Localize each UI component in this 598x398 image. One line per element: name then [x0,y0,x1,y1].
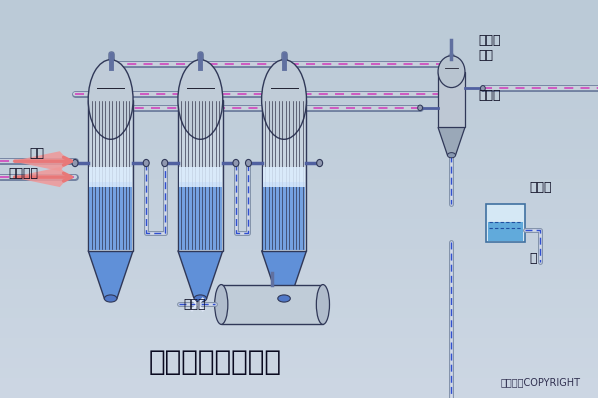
Ellipse shape [89,60,133,139]
Bar [0,10,598,20]
Bar [486,204,525,242]
Text: 集水池: 集水池 [529,181,552,193]
Bar [0,149,598,159]
Text: 加热蒸汽: 加热蒸汽 [9,167,39,179]
Bar [90,182,132,250]
Ellipse shape [215,285,228,324]
Ellipse shape [438,56,465,88]
Bar [0,0,598,10]
Bar [0,139,598,149]
Bar [0,239,598,249]
Bar [0,179,598,189]
Text: 不凝性
气体: 不凝性 气体 [478,34,501,62]
Text: 顺流加料蒸发流程: 顺流加料蒸发流程 [149,348,282,376]
Bar [488,222,523,240]
Bar [89,100,133,251]
Bar [0,50,598,60]
Polygon shape [178,251,222,298]
Bar [0,169,598,179]
Ellipse shape [178,60,223,139]
Bar [0,209,598,219]
Ellipse shape [194,295,207,302]
Bar [179,167,222,187]
Bar [0,159,598,169]
Ellipse shape [233,160,239,167]
Bar [263,167,305,187]
Bar [0,249,598,259]
Bar [0,378,598,388]
Bar [0,279,598,289]
Ellipse shape [245,160,251,167]
Text: 冷却水: 冷却水 [478,89,501,102]
Bar [221,285,323,324]
Polygon shape [262,251,306,298]
Bar [0,189,598,199]
Bar [0,60,598,70]
Bar [262,100,306,251]
Bar [0,109,598,119]
Ellipse shape [143,160,150,167]
Bar [90,167,132,187]
Bar [0,30,598,40]
Polygon shape [12,151,69,171]
Bar [0,289,598,298]
Bar [0,358,598,368]
Text: 东方仿真COPYRIGHT: 东方仿真COPYRIGHT [500,377,580,387]
Bar [0,219,598,229]
Bar [0,348,598,358]
Bar [0,229,598,239]
Bar [0,70,598,80]
Bar [0,129,598,139]
Bar [0,298,598,308]
Polygon shape [89,251,133,298]
Text: 料液: 料液 [30,147,45,160]
Ellipse shape [316,285,329,324]
Bar [0,388,598,398]
Bar [179,182,222,250]
Bar [0,269,598,279]
Ellipse shape [72,160,78,167]
Bar [0,20,598,30]
Ellipse shape [104,295,117,302]
Bar [178,100,223,251]
Bar [0,40,598,50]
Ellipse shape [417,105,422,111]
Ellipse shape [480,86,486,91]
Bar [0,100,598,109]
Bar [438,72,465,127]
Text: 水: 水 [529,252,537,265]
Bar [0,308,598,318]
Bar [0,90,598,100]
Bar [0,368,598,378]
Ellipse shape [262,60,307,139]
Text: 完成液: 完成液 [184,298,206,311]
Bar [0,119,598,129]
Ellipse shape [161,160,167,167]
Ellipse shape [447,153,456,158]
Polygon shape [12,167,69,187]
Bar [0,259,598,269]
Bar [0,80,598,90]
Ellipse shape [277,295,291,302]
Bar [0,199,598,209]
Bar [0,328,598,338]
Polygon shape [438,127,465,155]
Bar [0,338,598,348]
Ellipse shape [317,160,323,167]
Bar [263,182,305,250]
Bar [0,318,598,328]
